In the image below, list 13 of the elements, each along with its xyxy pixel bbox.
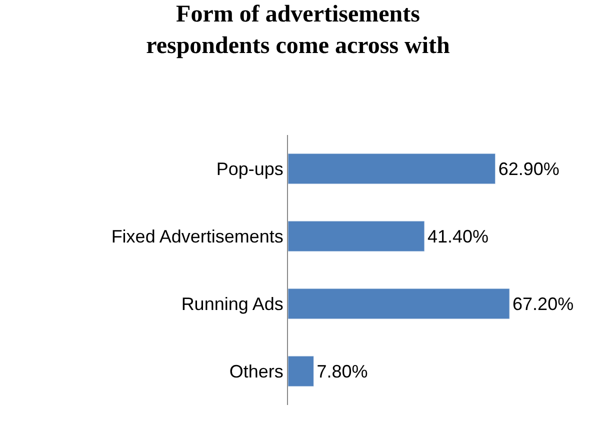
data-label: 62.90% [498, 158, 560, 179]
y-tick-label: Fixed Advertisements [111, 226, 284, 247]
bar [288, 288, 510, 320]
bar [288, 220, 425, 252]
y-tick-label: Pop-ups [216, 159, 284, 180]
data-label: 67.20% [512, 294, 574, 314]
y-tick-label: Running Ads [181, 294, 284, 314]
bar [288, 153, 496, 184]
bar [288, 356, 314, 387]
y-tick-label: Others [229, 362, 284, 382]
data-label: 41.40% [427, 226, 489, 246]
chart-title: Form of advertisements respondents come across with [146, 2, 450, 59]
data-label: 7.80% [316, 361, 368, 382]
